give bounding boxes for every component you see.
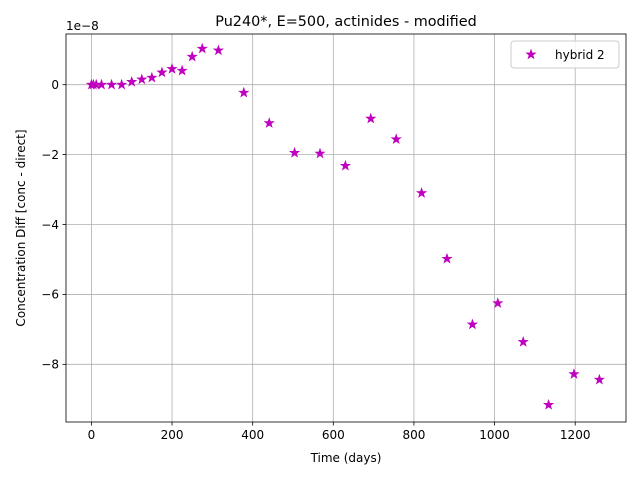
x-tick-label: 0 (88, 428, 96, 442)
x-axis-label: Time (days) (310, 451, 382, 465)
y-axis-offset-label: 1e−8 (66, 19, 99, 33)
data-point (186, 50, 198, 62)
data-point (441, 252, 453, 264)
data-point (339, 159, 352, 171)
data-point (288, 146, 301, 158)
data-point (176, 64, 188, 76)
data-point (156, 66, 168, 78)
data-point (105, 78, 118, 90)
data-point (517, 336, 529, 347)
data-point (136, 73, 148, 85)
legend-entry-label: hybrid 2 (555, 48, 605, 62)
data-point (263, 117, 275, 128)
data-points (85, 42, 606, 410)
chart-title: Pu240*, E=500, actinides - modified (215, 14, 476, 30)
y-tick-label: −4 (41, 218, 59, 232)
plot-frame (65, 33, 627, 423)
data-point (146, 71, 158, 83)
data-point (126, 75, 138, 87)
data-point (390, 133, 402, 145)
x-tick-label: 1200 (560, 428, 591, 442)
legend-star-marker (525, 48, 537, 60)
x-tick-label: 800 (402, 428, 425, 442)
y-tick-label: −2 (41, 148, 59, 162)
x-tick-label: 1000 (479, 428, 510, 442)
data-point (116, 78, 128, 90)
grid (66, 34, 626, 422)
y-tick-label: −8 (41, 358, 59, 372)
legend-box (510, 40, 620, 69)
data-point (466, 318, 479, 330)
data-point (95, 78, 108, 90)
data-point (212, 44, 225, 56)
data-point (365, 112, 377, 124)
axis-ticks: 0 200 400 600 800 1000 1200 0 −2 −4 −6 −8 (41, 78, 590, 442)
data-point (238, 86, 250, 98)
x-tick-label: 400 (241, 428, 264, 442)
y-axis-label: Concentration Diff [conc - direct] (14, 129, 28, 326)
data-point (166, 63, 178, 74)
data-point (196, 42, 208, 54)
x-tick-label: 600 (322, 428, 345, 442)
legend-star-shape (525, 48, 537, 60)
data-point (492, 297, 504, 308)
y-tick-label: −6 (41, 288, 59, 302)
legend: hybrid 2 (510, 40, 620, 69)
x-tick-label: 200 (161, 428, 184, 442)
data-point (593, 373, 606, 385)
data-point (568, 368, 580, 379)
data-point (415, 187, 428, 198)
data-point (314, 147, 326, 159)
y-tick-label: 0 (51, 78, 59, 92)
data-point (542, 398, 555, 410)
